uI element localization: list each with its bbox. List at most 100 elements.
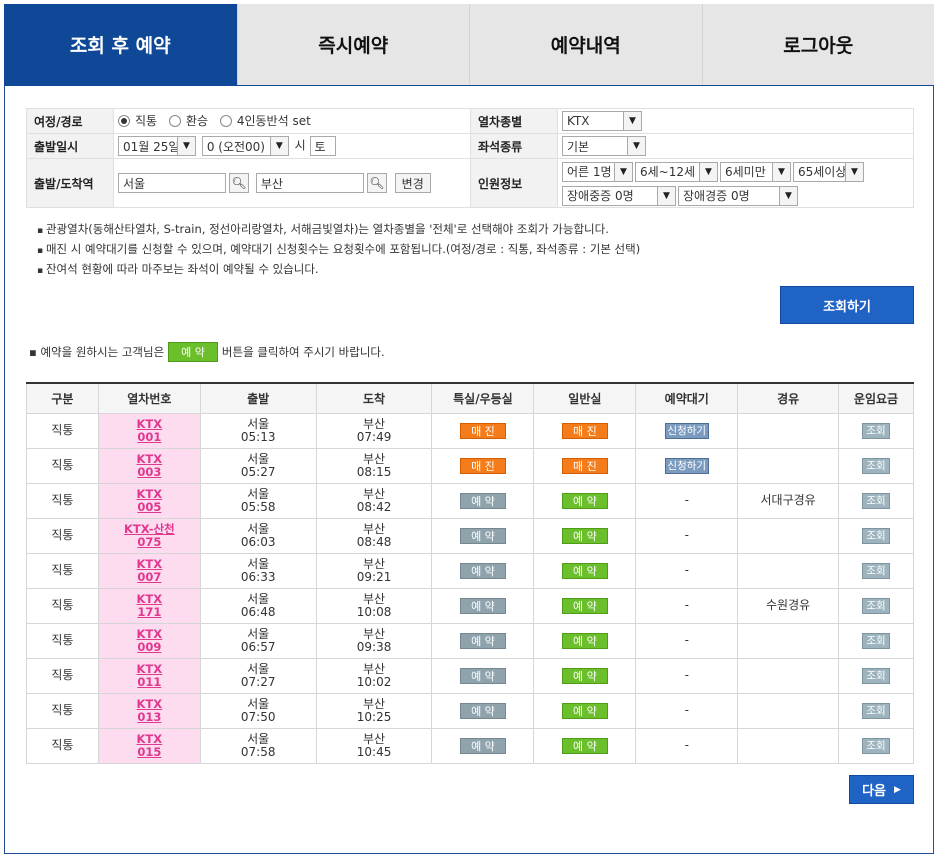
arrival-input[interactable]: 부산 — [255, 173, 364, 193]
train-name-link[interactable]: KTX — [136, 661, 163, 676]
first-class-button[interactable]: 예 약 — [459, 492, 506, 509]
route-radio-direct[interactable]: 직통 — [118, 112, 157, 129]
fare-lookup-button[interactable]: 조회 — [862, 457, 891, 474]
search-icon[interactable]: 🔍︎ — [229, 173, 249, 193]
standard-button[interactable]: 예 약 — [561, 667, 608, 684]
train-number-cell[interactable]: KTX 015 — [97, 727, 201, 764]
train-name-link[interactable]: KTX — [136, 696, 163, 711]
senior-select[interactable]: 65세이상 ▼ — [793, 161, 864, 182]
waitlist-button[interactable]: 신청하기 — [664, 457, 709, 474]
tab-search-reserve[interactable]: 조회 후 예약 — [4, 4, 237, 85]
standard-cell: 예 약 — [533, 657, 637, 694]
train-name-link[interactable]: KTX — [136, 451, 163, 466]
fare-lookup-button[interactable]: 조회 — [862, 702, 891, 719]
train-number-link[interactable]: 013 — [137, 709, 162, 724]
fare-lookup-button[interactable]: 조회 — [862, 562, 891, 579]
waitlist-value: - — [684, 528, 689, 542]
hour-select[interactable]: 0 (오전00) ▼ — [201, 136, 289, 156]
standard-button[interactable]: 예 약 — [561, 562, 608, 579]
disabled-severe-select[interactable]: 장애중증 0명 ▼ — [562, 185, 676, 206]
train-name-link[interactable]: KTX-산천 — [124, 521, 175, 536]
standard-button[interactable]: 예 약 — [561, 597, 608, 614]
waitlist-value: - — [684, 598, 689, 612]
fare-cell: 조회 — [838, 727, 914, 764]
search-icon[interactable]: 🔍︎ — [366, 173, 387, 193]
train-name-link[interactable]: KTX — [136, 416, 163, 431]
standard-button[interactable]: 매 진 — [561, 422, 608, 439]
standard-button[interactable]: 예 약 — [561, 492, 608, 509]
fare-lookup-button[interactable]: 조회 — [862, 527, 891, 544]
departure-station: 서울 — [247, 591, 270, 606]
first-class-button[interactable]: 예 약 — [459, 527, 506, 544]
train-name-link[interactable]: KTX — [136, 486, 163, 501]
standard-cell: 예 약 — [533, 692, 637, 729]
train-number-link[interactable]: 009 — [137, 639, 162, 654]
standard-button[interactable]: 예 약 — [561, 702, 608, 719]
train-number-link[interactable]: 015 — [137, 744, 162, 759]
train-number-cell[interactable]: KTX-산천 075 — [97, 517, 201, 554]
standard-button[interactable]: 예 약 — [561, 527, 608, 544]
route-radio-group-set[interactable]: 4인동반석 set — [219, 112, 311, 129]
infant-select[interactable]: 6세미만 ▼ — [720, 161, 791, 182]
standard-cell: 예 약 — [533, 517, 637, 554]
tab-instant-reserve[interactable]: 즉시예약 — [236, 4, 469, 85]
first-class-button[interactable]: 예 약 — [459, 632, 506, 649]
train-number-cell[interactable]: KTX 013 — [97, 692, 201, 729]
first-class-button[interactable]: 예 약 — [459, 597, 506, 614]
adult-select[interactable]: 어른 1명 ▼ — [562, 161, 633, 182]
seat-type-select[interactable]: 기본 ▼ — [562, 136, 646, 156]
departure-time: 06:33 — [240, 569, 276, 584]
route-radio-transfer[interactable]: 환승 — [168, 112, 208, 129]
train-number-link[interactable]: 007 — [137, 569, 162, 584]
standard-button[interactable]: 예 약 — [561, 737, 608, 754]
change-stations-button[interactable]: 변경 — [394, 173, 431, 193]
standard-button[interactable]: 매 진 — [561, 457, 608, 474]
train-number-cell[interactable]: KTX 171 — [97, 587, 201, 624]
child-select[interactable]: 6세~12세 ▼ — [635, 161, 718, 182]
departure-input[interactable]: 서울 — [118, 173, 226, 193]
fare-lookup-button[interactable]: 조회 — [862, 492, 891, 509]
fare-lookup-button[interactable]: 조회 — [862, 597, 891, 614]
train-number-cell[interactable]: KTX 007 — [97, 552, 201, 589]
first-class-button[interactable]: 예 약 — [459, 667, 506, 684]
first-class-button[interactable]: 예 약 — [459, 737, 506, 754]
tab-logout[interactable]: 로그아웃 — [701, 4, 934, 85]
fare-lookup-button[interactable]: 조회 — [862, 422, 891, 439]
train-number-cell[interactable]: KTX 001 — [97, 412, 201, 449]
train-type-select[interactable]: KTX ▼ — [562, 111, 642, 131]
train-number-link[interactable]: 001 — [137, 429, 162, 444]
train-number-cell[interactable]: KTX 005 — [97, 482, 201, 519]
station-cell: 서울 🔍︎ 부산 🔍︎ 변경 — [113, 158, 471, 208]
first-class-button[interactable]: 예 약 — [459, 702, 506, 719]
search-button[interactable]: 조회하기 — [780, 286, 914, 324]
first-class-button[interactable]: 매 진 — [459, 457, 506, 474]
waitlist-value: - — [684, 493, 689, 507]
fare-lookup-button[interactable]: 조회 — [862, 737, 891, 754]
next-page-button[interactable]: 다음 ▶ — [849, 775, 914, 804]
first-class-button[interactable]: 매 진 — [459, 422, 506, 439]
train-number-link[interactable]: 003 — [137, 464, 162, 479]
standard-button[interactable]: 예 약 — [561, 632, 608, 649]
waitlist-button[interactable]: 신청하기 — [664, 422, 709, 439]
train-name-link[interactable]: KTX — [136, 731, 163, 746]
date-select[interactable]: 01월 25일 ▼ — [118, 136, 196, 156]
train-number-cell[interactable]: KTX 003 — [97, 447, 201, 484]
disabled-mild-select[interactable]: 장애경증 0명 ▼ — [678, 185, 798, 206]
train-name-link[interactable]: KTX — [136, 591, 163, 606]
train-number-cell[interactable]: KTX 009 — [97, 622, 201, 659]
train-name-link[interactable]: KTX — [136, 556, 163, 571]
train-name-link[interactable]: KTX — [136, 626, 163, 641]
arrival-station: 부산 — [363, 556, 386, 571]
tab-reservation-history[interactable]: 예약내역 — [469, 4, 702, 85]
train-number-link[interactable]: 171 — [137, 604, 162, 619]
arrival-time: 09:38 — [356, 639, 392, 654]
fare-lookup-button[interactable]: 조회 — [862, 667, 891, 684]
notice-list: 관광열차(동해산타열차, S-train, 정선아리랑열차, 서해금빛열차)는 … — [37, 220, 640, 280]
train-number-cell[interactable]: KTX 011 — [97, 657, 201, 694]
col-via: 경유 — [737, 382, 840, 414]
first-class-button[interactable]: 예 약 — [459, 562, 506, 579]
train-number-link[interactable]: 011 — [137, 674, 162, 689]
fare-lookup-button[interactable]: 조회 — [862, 632, 891, 649]
train-number-link[interactable]: 075 — [137, 534, 162, 549]
train-number-link[interactable]: 005 — [137, 499, 162, 514]
